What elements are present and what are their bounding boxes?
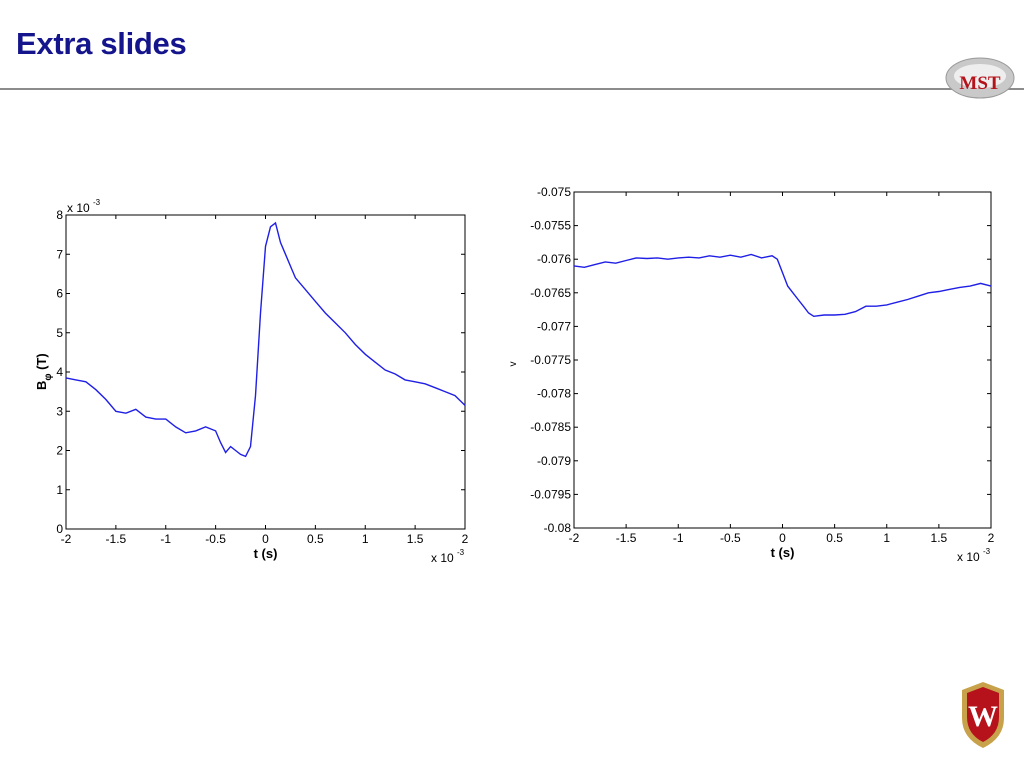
- chart-1-x-tick-label: -2: [61, 532, 72, 546]
- chart-1-x-tick-label: -1: [160, 532, 171, 546]
- chart-2-x-tick-label: 2: [988, 531, 995, 545]
- chart-1-y-tick-label: 6: [56, 287, 63, 301]
- chart-2-series-line: [573, 253, 992, 318]
- chart-1-x-tick-label: 1: [362, 532, 369, 546]
- chart-2-y-tick-label: -0.0795: [530, 487, 571, 501]
- chart-1-y-tick-label: 2: [56, 444, 63, 458]
- chart-1-x-label: t (s): [254, 546, 278, 561]
- chart-2-x-tick-label: 0.5: [826, 531, 843, 545]
- chart-1-y-multiplier-exp: -3: [93, 198, 101, 207]
- chart-2-y-tick-label: -0.075: [537, 185, 571, 199]
- chart-2-x-multiplier: x 10: [957, 550, 980, 564]
- slide-title: Extra slides: [16, 26, 187, 61]
- chart-1-y-tick-label: 3: [56, 404, 63, 418]
- chart-1-x-tick-label: -0.5: [205, 532, 226, 546]
- chart-2-y-tick-label: -0.078: [537, 387, 571, 401]
- uw-crest-letter: W: [968, 700, 998, 733]
- chart-2-y-tick-label: -0.079: [537, 454, 571, 468]
- chart-2-y-tick-label: -0.0765: [530, 286, 571, 300]
- chart-1-y-tick-label: 5: [56, 326, 63, 340]
- chart-2-x-tick-label: -0.5: [720, 531, 741, 545]
- chart-2-y-tick-label: -0.08: [544, 521, 572, 535]
- chart-1-y-multiplier: x 10: [67, 201, 90, 215]
- chart-2-x-multiplier-exp: -3: [983, 547, 991, 556]
- chart-2-y-tick-label: -0.076: [537, 252, 571, 266]
- chart-2-x-tick-label: -2: [569, 531, 580, 545]
- chart-2-x-tick-label: 1: [883, 531, 890, 545]
- chart-1-x-tick-label: -1.5: [106, 532, 127, 546]
- chart-2-y-label: v: [508, 362, 519, 367]
- chart-2: -2 -1.5 -1 -0.5 0 0.5 1 1.5 2 -0.075 -0.0755 -0.076…: [508, 185, 995, 564]
- mst-logo: MST: [945, 57, 1015, 99]
- chart-1-axes-box: [65, 214, 466, 530]
- chart-1-x-multiplier-exp: -3: [457, 548, 465, 557]
- chart-2-x-tick-label: 0: [779, 531, 786, 545]
- chart-1-x-tick-label: 0.5: [307, 532, 324, 546]
- chart-2-y-tick-label: -0.077: [537, 319, 571, 333]
- chart-1-y-tick-label: 0: [56, 522, 63, 536]
- chart-2-x-tick-label: -1.5: [616, 531, 637, 545]
- chart-2-y-tick-label: -0.0785: [530, 420, 571, 434]
- chart-2-x-tick-label: 1.5: [931, 531, 948, 545]
- title-divider: [0, 88, 1024, 90]
- chart-2-x-tick-label: -1: [673, 531, 684, 545]
- chart-1-y-tick-label: 1: [56, 483, 63, 497]
- chart-1-y-label: Bφ (T): [34, 353, 54, 390]
- chart-2-y-tick-label: -0.0775: [530, 353, 571, 367]
- chart-1-y-tick-label: 8: [56, 208, 63, 222]
- chart-2-y-tick-label: -0.0755: [530, 219, 571, 233]
- chart-1-y-tick-label: 7: [56, 247, 63, 261]
- chart-2-axes-box: [573, 191, 992, 529]
- chart-2-x-label: t (s): [771, 545, 795, 560]
- chart-1-series-line: [65, 221, 466, 458]
- chart-1-x-tick-label: 0: [262, 532, 269, 546]
- chart-1-x-tick-label: 2: [462, 532, 469, 546]
- mst-logo-text: MST: [959, 73, 1001, 94]
- chart-1-y-tick-label: 4: [56, 365, 63, 379]
- chart-1-x-tick-label: 1.5: [407, 532, 424, 546]
- uw-crest: W: [962, 682, 1004, 748]
- chart-1-x-multiplier: x 10: [431, 551, 454, 565]
